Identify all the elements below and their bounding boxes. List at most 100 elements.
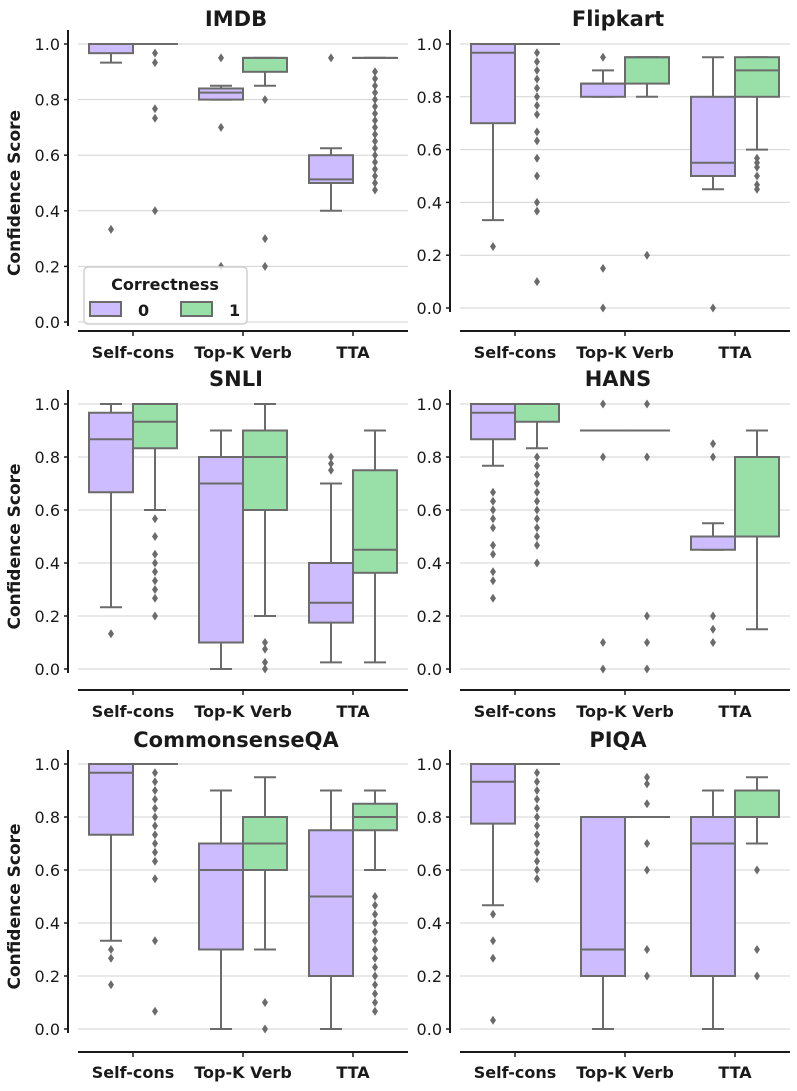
outlier-point [152, 585, 158, 594]
outlier-point [152, 857, 158, 866]
outlier-point [152, 839, 158, 848]
outlier-point [108, 954, 114, 963]
outlier-point [534, 461, 540, 470]
outlier-point [328, 53, 334, 62]
y-tick-label: 0.8 [35, 448, 60, 467]
iqr-box [309, 830, 353, 976]
outlier-point [152, 114, 158, 123]
outlier-point [534, 821, 540, 830]
iqr-box [199, 88, 243, 99]
outlier-point [710, 625, 716, 634]
box-tta-correctness-1 [353, 58, 397, 195]
outlier-point [152, 874, 158, 883]
legend-label: 1 [229, 301, 240, 320]
box-tta-correctness-1 [353, 791, 397, 1016]
x-tick-label: Self-cons [474, 702, 557, 721]
outlier-point [534, 768, 540, 777]
outlier-point [534, 795, 540, 804]
outlier-point [152, 576, 158, 585]
outlier-point [490, 242, 496, 251]
outlier-point [644, 839, 650, 848]
y-tick-label: 0.6 [35, 501, 60, 520]
iqr-box [691, 97, 735, 176]
box-tta-correctness-0 [309, 791, 353, 1030]
panel-title: Flipkart [572, 7, 664, 31]
box-self-cons-correctness-1 [515, 764, 559, 883]
iqr-box [353, 470, 397, 573]
outlier-point [108, 945, 114, 954]
outlier-point [372, 954, 378, 963]
box-tta-correctness-0 [309, 453, 353, 663]
x-tick-label: Self-cons [92, 343, 175, 362]
box-tta-correctness-1 [735, 57, 779, 194]
y-tick-label: 0.8 [417, 808, 442, 827]
y-tick-label: 0.8 [417, 448, 442, 467]
y-tick-label: 1.0 [417, 395, 442, 414]
outlier-point [534, 488, 540, 497]
box-tta-correctness-1 [353, 431, 397, 663]
box-top-k-verb-correctness-0 [581, 817, 625, 1029]
box-self-cons-correctness-1 [515, 44, 559, 286]
legend-swatch [181, 302, 212, 316]
iqr-box [471, 404, 515, 439]
box-tta-correctness-0 [691, 791, 735, 1030]
outlier-point [490, 954, 496, 963]
outlier-point [152, 550, 158, 559]
box-self-cons-correctness-0 [89, 764, 133, 989]
outlier-point [534, 559, 540, 568]
box-self-cons-correctness-0 [471, 44, 515, 251]
y-tick-label: 1.0 [417, 35, 442, 54]
outlier-point [534, 172, 540, 181]
outlier-point [372, 901, 378, 910]
outlier-point [152, 786, 158, 795]
outlier-point [152, 532, 158, 541]
x-tick-label: TTA [718, 702, 752, 721]
x-tick-label: Self-cons [92, 702, 175, 721]
outlier-point [152, 594, 158, 603]
outlier-point [262, 645, 268, 654]
outlier-point [490, 541, 496, 550]
outlier-point [262, 665, 268, 674]
box-self-cons-correctness-0 [89, 44, 133, 234]
box-self-cons-correctness-0 [471, 764, 515, 1025]
iqr-box [735, 791, 779, 818]
y-tick-label: 0.6 [417, 861, 442, 880]
legend-swatch [90, 302, 121, 316]
outlier-point [754, 172, 760, 181]
outlier-point [262, 234, 268, 243]
iqr-box [515, 404, 559, 422]
outlier-point [372, 963, 378, 972]
outlier-point [534, 136, 540, 145]
panel-title: PIQA [589, 728, 647, 752]
outlier-point [372, 910, 378, 919]
outlier-point [534, 777, 540, 786]
outlier-point [534, 453, 540, 462]
outlier-point [534, 830, 540, 839]
outlier-point [644, 251, 650, 260]
iqr-box [199, 457, 243, 643]
y-tick-label: 0.0 [35, 1020, 60, 1039]
outlier-point [152, 768, 158, 777]
y-tick-label: 0.6 [35, 861, 60, 880]
outlier-point [534, 84, 540, 93]
outlier-point [710, 638, 716, 647]
outlier-point [710, 304, 716, 313]
outlier-point [534, 839, 540, 848]
outlier-point [710, 453, 716, 462]
outlier-point [534, 48, 540, 57]
outlier-point [152, 821, 158, 830]
outlier-point [534, 523, 540, 532]
y-axis-label: Confidence Score [5, 463, 25, 629]
outlier-point [152, 830, 158, 839]
outlier-point [218, 53, 224, 62]
outlier-point [534, 75, 540, 84]
outlier-point [372, 972, 378, 981]
y-tick-label: 0.0 [35, 660, 60, 679]
box-top-k-verb-correctness-0 [199, 53, 243, 271]
iqr-box [691, 537, 735, 550]
x-tick-label: Top-K Verb [576, 343, 674, 362]
outlier-point [600, 264, 606, 273]
